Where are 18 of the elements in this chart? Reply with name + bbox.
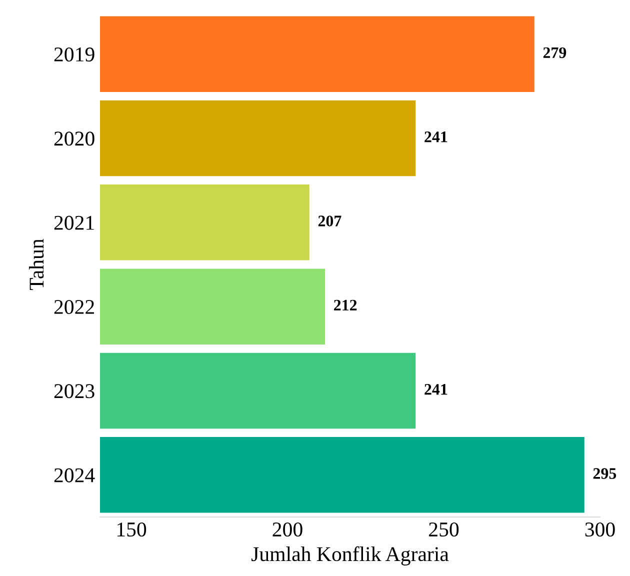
x-tick-label: 200 — [272, 522, 302, 537]
y-axis-title: Tahun — [29, 238, 44, 290]
y-tick-label: 2020 — [54, 132, 94, 146]
data-label: 279 — [543, 47, 566, 58]
y-tick-label: 2021 — [54, 216, 94, 230]
y-tick-label: 2023 — [54, 384, 94, 398]
x-axis-title: Jumlah Konflik Agraria — [251, 546, 449, 566]
data-label: 241 — [424, 132, 448, 142]
y-tick-label: 2024 — [54, 468, 95, 482]
data-label: 207 — [318, 216, 342, 226]
data-label: 295 — [593, 468, 616, 479]
data-label: 241 — [424, 384, 448, 395]
x-tick-label: 300 — [585, 522, 615, 537]
data-label: 212 — [334, 300, 357, 310]
y-tick-label: 2022 — [54, 300, 94, 314]
x-tick-label: 150 — [117, 522, 146, 537]
y-tick-label: 2019 — [54, 47, 94, 62]
x-tick-label: 250 — [429, 522, 459, 537]
